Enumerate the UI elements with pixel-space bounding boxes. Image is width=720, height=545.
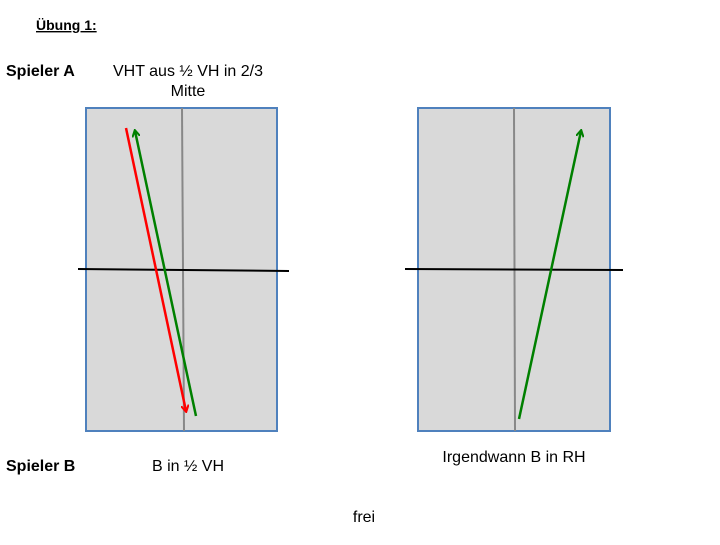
title: Übung 1: (36, 17, 97, 33)
table-right (404, 107, 624, 432)
player-b-label: Spieler B (6, 458, 75, 475)
player-a-text: Mitte (171, 83, 206, 100)
table-left (77, 107, 290, 432)
player-a-text: VHT aus ½ VH in 2/3 (113, 63, 263, 80)
player-b-text: B in ½ VH (152, 458, 224, 475)
right-caption: Irgendwann B in RH (442, 449, 585, 466)
player-a-label: Spieler A (6, 63, 75, 80)
footer: frei (353, 509, 375, 526)
